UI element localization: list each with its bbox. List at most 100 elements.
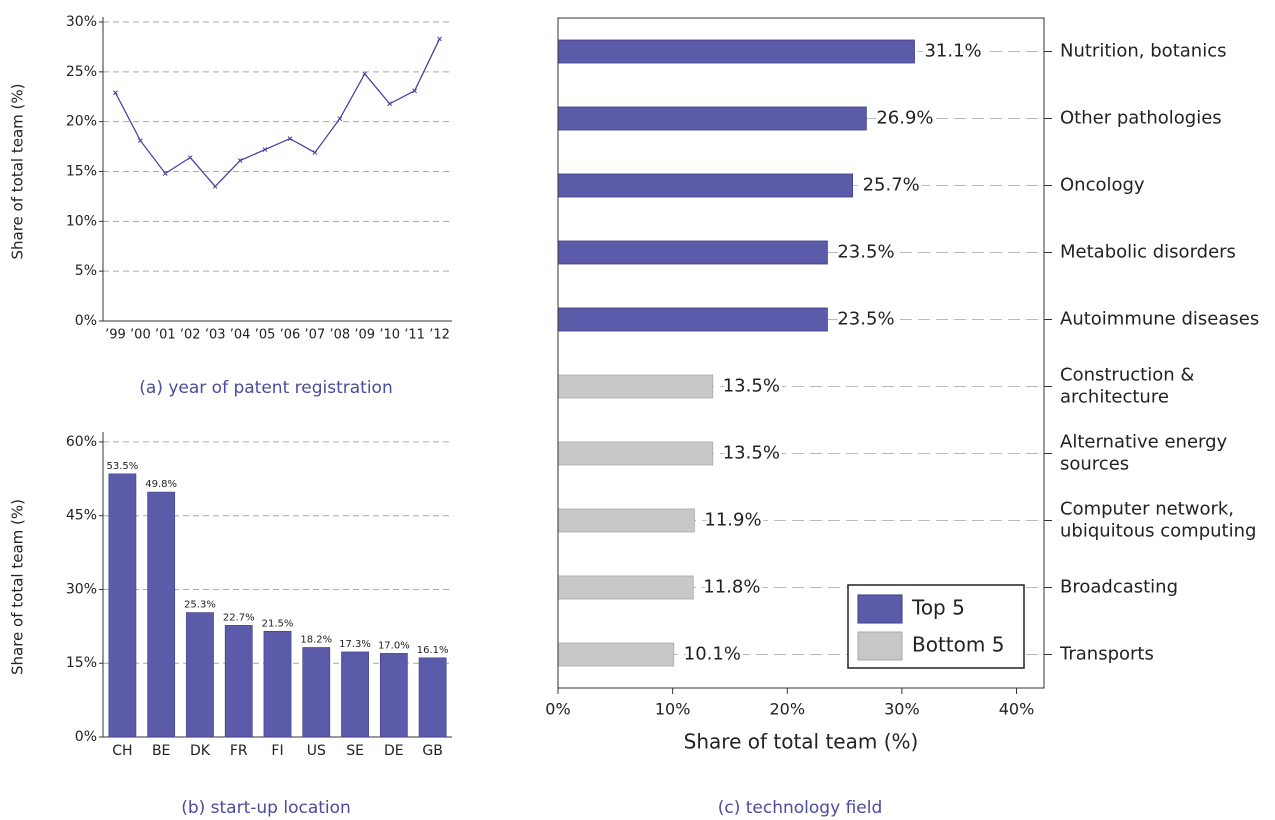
point xyxy=(312,150,318,155)
y-tick-label-line: Computer network, xyxy=(1060,499,1234,520)
y-tick-label: 20% xyxy=(66,114,97,130)
y-tick-label: Metabolic disorders xyxy=(1060,242,1236,263)
y-tick-label-line: Oncology xyxy=(1060,175,1145,196)
bar xyxy=(557,642,675,667)
y-tick-label: Alternative energy sources xyxy=(1060,432,1228,475)
y-tick-label-line: Construction & xyxy=(1060,365,1194,386)
value-label: 18.2% xyxy=(300,634,332,645)
value-label: 13.5% xyxy=(723,376,780,397)
point xyxy=(262,147,268,152)
x-tick-label: GB xyxy=(422,743,442,759)
x-tick-label: ’08 xyxy=(329,328,350,343)
value-label: 53.5% xyxy=(106,461,138,472)
caption: (c) technology field xyxy=(718,798,883,818)
value-label: 17.3% xyxy=(339,639,371,650)
bar xyxy=(557,106,867,131)
bar xyxy=(108,473,137,738)
point xyxy=(187,155,193,160)
bar xyxy=(557,441,714,466)
value-label: 21.5% xyxy=(262,618,294,629)
bar xyxy=(557,307,828,332)
caption: (b) start-up location xyxy=(181,798,351,818)
y-tick-label-line: Transports xyxy=(1059,644,1154,665)
x-tick-label: ’99 xyxy=(105,328,126,343)
y-tick-label: Oncology xyxy=(1060,175,1145,196)
y-tick-label-line: Nutrition, botanics xyxy=(1060,41,1226,62)
y-tick-label: Computer network, ubiquitous computing xyxy=(1060,499,1256,542)
point xyxy=(412,88,417,94)
x-tick-label: 0% xyxy=(545,700,570,719)
legend-label: Bottom 5 xyxy=(912,633,1004,657)
x-tick-label: DE xyxy=(384,743,404,759)
x-tick-label: FI xyxy=(271,743,283,759)
bar xyxy=(263,630,292,738)
point xyxy=(113,90,118,96)
y-tick-label: 10% xyxy=(66,213,97,229)
bar xyxy=(557,39,915,64)
point xyxy=(237,158,243,163)
y-tick-label: 45% xyxy=(66,508,97,524)
x-tick-label: ’07 xyxy=(305,328,326,343)
x-tick-label: BE xyxy=(152,743,170,759)
value-label: 11.9% xyxy=(704,510,761,531)
y-tick-label-line: ubiquitous computing xyxy=(1060,521,1256,542)
value-label: 23.5% xyxy=(837,242,894,263)
x-tick-label: ’03 xyxy=(205,328,226,343)
point xyxy=(437,36,442,42)
plot-frame xyxy=(557,17,1045,689)
x-tick-label: ’11 xyxy=(404,328,425,343)
y-tick-label: Autoimmune diseases xyxy=(1060,309,1259,330)
y-tick-label: Broadcasting xyxy=(1060,577,1178,598)
legend-swatch xyxy=(857,594,903,624)
bar xyxy=(557,575,694,600)
y-tick-label: 60% xyxy=(66,434,97,450)
y-tick-label-line: Autoimmune diseases xyxy=(1060,309,1259,330)
x-tick-label: US xyxy=(307,743,326,759)
value-label: 25.3% xyxy=(184,600,216,611)
y-tick-label-line: Broadcasting xyxy=(1060,577,1178,598)
value-label: 16.1% xyxy=(417,645,449,656)
bar xyxy=(186,612,214,738)
y-tick-label: 0% xyxy=(75,313,97,329)
value-label: 49.8% xyxy=(145,479,177,490)
x-tick-label: ’12 xyxy=(429,328,450,343)
value-label: 23.5% xyxy=(837,309,894,330)
y-tick-label: 0% xyxy=(75,729,97,745)
bar xyxy=(147,491,176,738)
value-label: 25.7% xyxy=(863,175,920,196)
x-tick-label: ’00 xyxy=(130,328,151,343)
bar xyxy=(379,653,408,738)
point xyxy=(138,138,143,143)
y-tick-label-line: Alternative energy xyxy=(1060,432,1228,453)
y-tick-label: 30% xyxy=(66,14,97,30)
y-axis-label: Share of total team (%) xyxy=(9,499,27,675)
x-tick-label: ’09 xyxy=(354,328,375,343)
x-tick-label: 30% xyxy=(884,700,920,719)
value-label: 13.5% xyxy=(723,443,780,464)
y-tick-label-line: sources xyxy=(1060,454,1129,475)
x-tick-label: ’02 xyxy=(180,328,201,343)
y-axis-label: Share of total team (%) xyxy=(9,84,27,260)
point xyxy=(337,116,343,122)
value-label: 11.8% xyxy=(703,577,760,598)
bar xyxy=(557,374,714,399)
bar xyxy=(557,508,695,533)
legend-swatch xyxy=(857,631,903,661)
bar xyxy=(557,173,853,198)
line xyxy=(114,38,441,188)
point xyxy=(212,184,218,189)
bar xyxy=(418,657,447,738)
x-tick-label: ’05 xyxy=(255,328,276,343)
value-label: 10.1% xyxy=(684,644,741,665)
x-tick-label: ’10 xyxy=(379,328,400,343)
x-tick-label: 40% xyxy=(999,700,1035,719)
y-tick-label: 25% xyxy=(66,64,97,80)
y-tick-label-line: architecture xyxy=(1060,387,1169,408)
y-tick-label: 15% xyxy=(66,164,97,180)
y-tick-label: Other pathologies xyxy=(1060,108,1222,129)
point xyxy=(387,101,393,107)
y-tick-label: Nutrition, botanics xyxy=(1060,41,1226,62)
y-tick-label-line: Other pathologies xyxy=(1060,108,1222,129)
